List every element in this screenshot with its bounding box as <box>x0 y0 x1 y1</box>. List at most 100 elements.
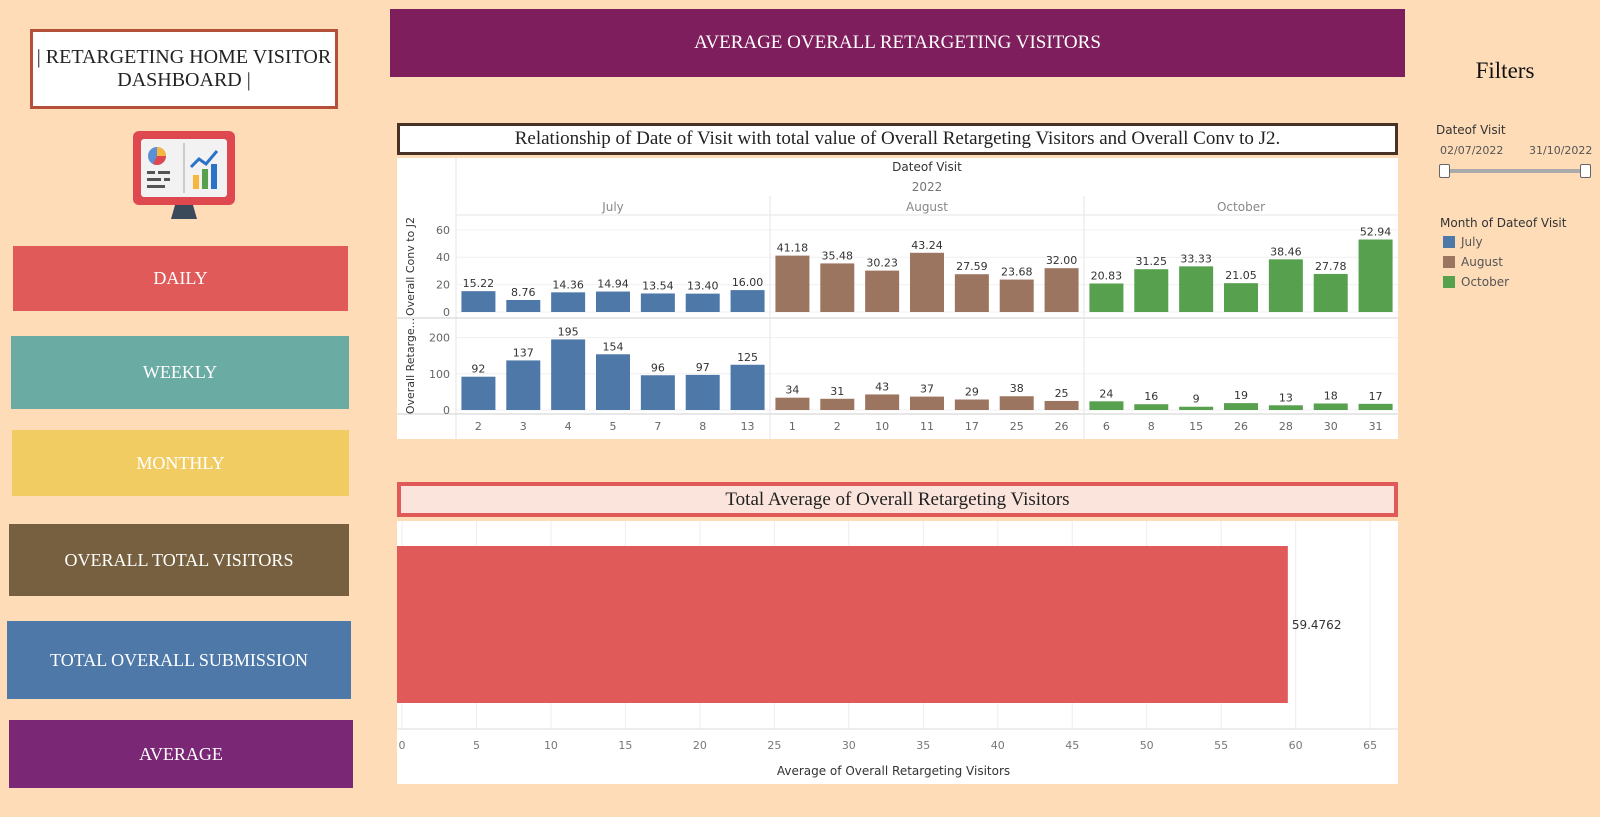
chart1-visitors-bar <box>999 396 1034 410</box>
date-range-slider[interactable] <box>1444 169 1586 173</box>
chart1-day-tick: 28 <box>1279 420 1293 433</box>
chart1-visitors-label: 18 <box>1324 389 1338 402</box>
nav-overall-total-visitors-button[interactable]: OVERALL TOTAL VISITORS <box>9 524 349 596</box>
date-range-end-handle[interactable] <box>1580 164 1591 178</box>
chart1-visitors-bar <box>1044 400 1079 410</box>
chart1-conv-label: 27.78 <box>1315 260 1347 273</box>
chart1-conv-bar <box>1313 273 1348 312</box>
chart1-conv-bar <box>640 293 675 312</box>
date-range-start-handle[interactable] <box>1439 164 1450 178</box>
nav-monthly-label: MONTHLY <box>136 452 225 473</box>
chart1-visitors-bar <box>954 399 989 410</box>
chart1-conv-tick: 60 <box>436 224 450 237</box>
chart1-visitors-label: 38 <box>1010 382 1024 395</box>
chart1-visitors-bar <box>1224 403 1258 410</box>
chart1-visitors-bar <box>865 394 900 410</box>
chart2-tick: 50 <box>1140 739 1154 752</box>
chart1-visitors-label: 154 <box>603 340 624 353</box>
chart1-visitors-tick: 0 <box>443 404 450 417</box>
chart1-conv-label: 23.68 <box>1001 266 1033 279</box>
chart1-visitors-label: 97 <box>696 361 710 374</box>
chart1-conv-label: 41.18 <box>777 242 809 255</box>
chart1-visitors-label: 31 <box>830 385 844 398</box>
nav-average-button[interactable]: AVERAGE <box>9 720 353 788</box>
chart1-visitors-label: 29 <box>965 386 979 399</box>
page-banner: AVERAGE OVERALL RETARGETING VISITORS <box>390 9 1405 77</box>
chart1-visitors-bar <box>1268 405 1303 410</box>
chart1-visitors-bar <box>685 374 720 410</box>
chart1-conv-bar <box>820 263 855 312</box>
chart1-column-header: Dateof Visit <box>892 160 962 174</box>
chart1-conv-bar <box>910 252 944 312</box>
chart1-conv-label: 13.54 <box>642 279 674 292</box>
chart1-visitors-bar <box>1179 406 1214 410</box>
chart1-conv-tick: 40 <box>436 251 450 264</box>
chart1-visitors-tick: 200 <box>429 332 450 345</box>
chart1-conv-bar <box>596 291 630 312</box>
chart1-day-tick: 11 <box>920 420 934 433</box>
chart1-title: Relationship of Date of Visit with total… <box>397 123 1398 155</box>
chart1-conv-bar <box>1044 268 1079 312</box>
chart1-visitors-label: 92 <box>471 363 485 376</box>
chart1-visitors-bar <box>551 339 586 410</box>
chart2-tick: 35 <box>916 739 930 752</box>
chart1-conv-bar <box>506 300 541 312</box>
chart1-visitors-bar <box>1089 401 1124 410</box>
chart1-visitors-bar <box>640 375 675 410</box>
date-filter-end: 31/10/2022 <box>1529 144 1593 157</box>
nav-daily-button[interactable]: DAILY <box>13 246 348 311</box>
chart1-conv-label: 43.24 <box>911 239 943 252</box>
chart1-conv-label: 13.40 <box>687 280 719 293</box>
chart2-tick: 5 <box>473 739 480 752</box>
dashboard-title: | RETARGETING HOME VISITOR DASHBOARD | <box>30 29 338 109</box>
chart1-visitors-label: 24 <box>1099 387 1113 400</box>
chart1-conv-tick: 20 <box>436 279 450 292</box>
chart1-visitors-bar <box>1313 403 1348 410</box>
chart1-day-tick: 26 <box>1055 420 1069 433</box>
legend-title: Month of Dateof Visit <box>1440 216 1567 230</box>
chart1-conv-bar <box>1089 283 1124 312</box>
chart1-conv-bar <box>999 279 1034 312</box>
chart2-tick: 55 <box>1214 739 1228 752</box>
chart1-day-tick: 7 <box>654 420 661 433</box>
chart1-visitors-label: 195 <box>558 325 579 338</box>
nav-weekly-button[interactable]: WEEKLY <box>11 336 349 409</box>
chart1-visitors-tick: 100 <box>429 368 450 381</box>
chart1-conv-bar <box>775 255 810 312</box>
date-filter-start: 02/07/2022 <box>1440 144 1504 157</box>
nav-overall-total-visitors-label: OVERALL TOTAL VISITORS <box>64 549 294 570</box>
chart1-visitors-label: 19 <box>1234 389 1248 402</box>
chart1-visitors-bar <box>730 364 765 410</box>
chart1-visitors-axis-label: Overall Retarge... <box>404 318 417 414</box>
chart1-conv-label: 21.05 <box>1225 269 1257 282</box>
chart1-conv-bar <box>1134 269 1169 312</box>
chart2-average-bar <box>397 546 1288 703</box>
chart1-conv-label: 52.94 <box>1360 226 1392 239</box>
chart2-tick: 65 <box>1363 739 1377 752</box>
chart1-title-text: Relationship of Date of Visit with total… <box>514 128 1281 149</box>
chart2-title-text: Total Average of Overall Retargeting Vis… <box>725 488 1070 510</box>
chart1-conv-bar <box>1224 283 1258 312</box>
chart1-visitors-label: 34 <box>785 384 799 397</box>
chart1-conv-label: 27.59 <box>956 260 988 273</box>
chart1-day-tick: 17 <box>965 420 979 433</box>
chart2-tick: 10 <box>544 739 558 752</box>
legend-item-august[interactable]: August <box>1443 255 1503 269</box>
filters-title: Filters <box>1475 58 1535 83</box>
chart1-conv-label: 33.33 <box>1180 252 1212 265</box>
chart1-conv-label: 14.94 <box>597 278 629 291</box>
legend-item-july[interactable]: July <box>1443 235 1483 249</box>
legend-swatch-july <box>1443 236 1455 248</box>
chart2-tick: 15 <box>618 739 632 752</box>
chart1-visitors-bar <box>910 396 944 410</box>
chart1-conv-label: 30.23 <box>866 257 898 270</box>
chart2-tick: 0 <box>399 739 406 752</box>
chart1-conv-bar <box>954 274 989 312</box>
nav-monthly-button[interactable]: MONTHLY <box>12 430 349 496</box>
chart1-conv-bar <box>865 270 900 312</box>
nav-weekly-label: WEEKLY <box>142 362 218 382</box>
chart1-visitors-bar <box>775 397 810 410</box>
legend-item-october[interactable]: October <box>1443 275 1509 289</box>
nav-total-overall-submission-button[interactable]: TOTAL OVERALL SUBMISSION <box>7 621 351 699</box>
